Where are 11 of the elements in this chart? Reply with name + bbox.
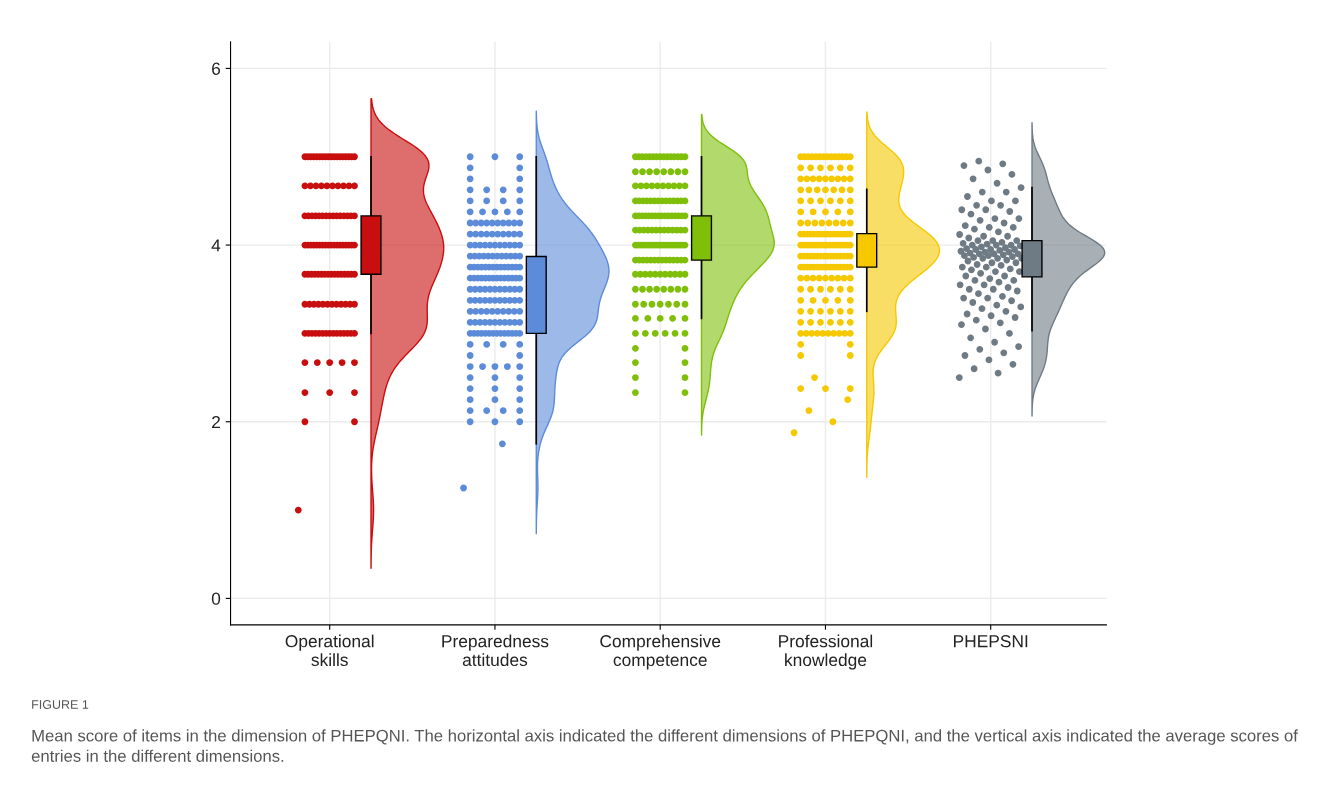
caption: FIGURE 1 xyxy=(32,700,89,709)
x-tick-label: Comprehensive competence xyxy=(600,634,721,670)
y-tick-label: 4 xyxy=(211,239,221,252)
y-tick-label: 6 xyxy=(212,62,221,75)
text: Mean score of items in the dimension of PHEPQNI. The horizontal axis indicated the different dimensions of PHEPQNI, and the vertical axis indicated the average scores of entries in the different dimensions. xyxy=(31,729,1298,762)
y-tick-label: 2 xyxy=(212,415,220,429)
x-tick-label: Preparedness attitudes xyxy=(442,634,549,667)
x-tick-label: Professional knowledge xyxy=(779,634,873,670)
x-tick-label: Operational skills xyxy=(285,634,374,667)
y-tick-label: 0 xyxy=(211,592,221,605)
x-tick-label: PHEPSNI xyxy=(954,635,1028,648)
